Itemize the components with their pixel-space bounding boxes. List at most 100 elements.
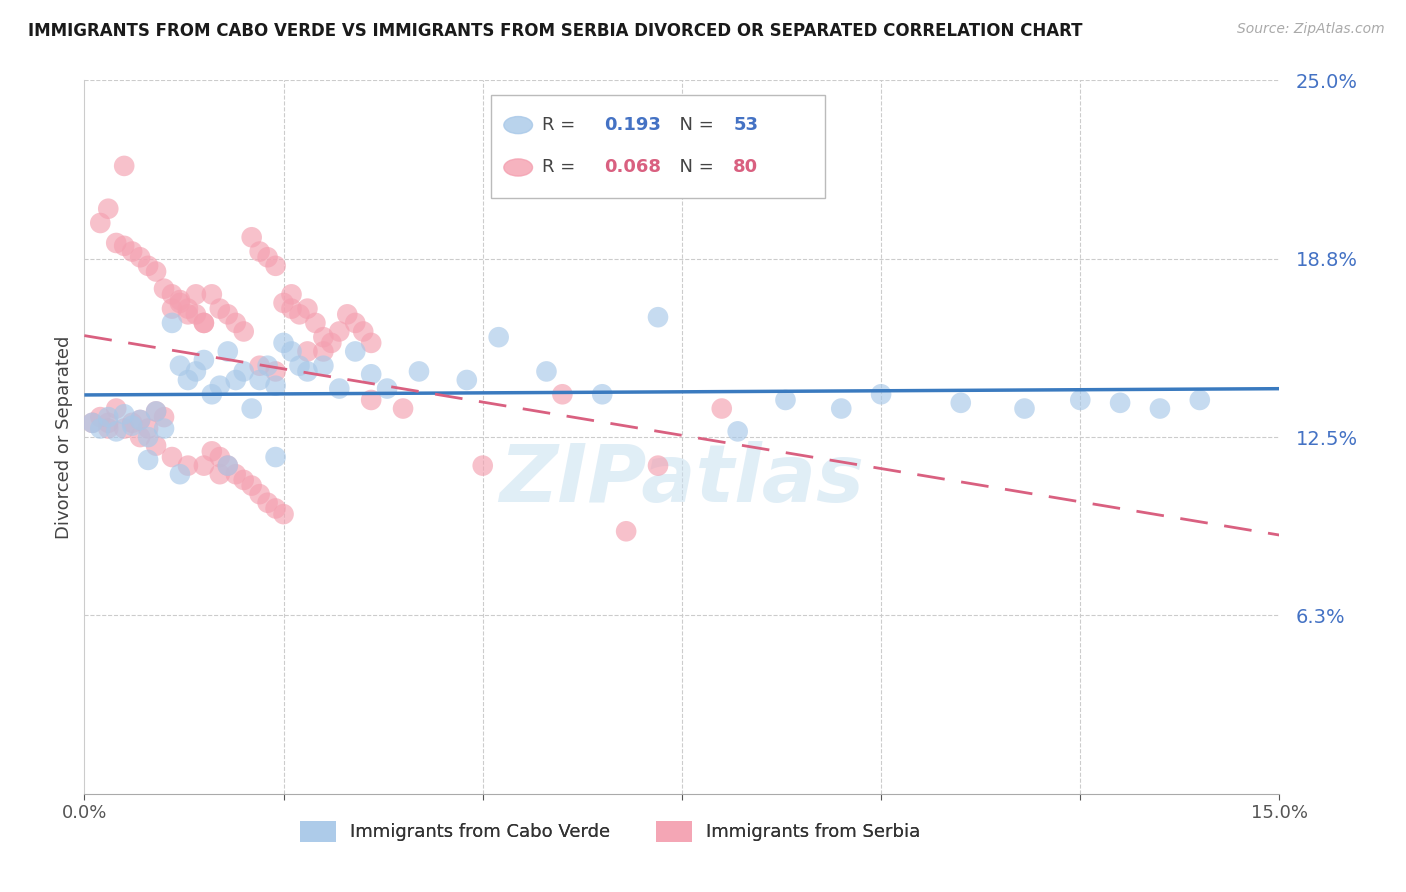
- Point: [201, 287, 224, 301]
- Point: [105, 235, 128, 250]
- Point: [89, 410, 111, 425]
- Point: [225, 373, 247, 387]
- Point: [280, 344, 302, 359]
- Point: [97, 202, 120, 216]
- Point: [249, 487, 271, 501]
- Point: [249, 244, 271, 259]
- Point: [97, 416, 120, 430]
- Point: [360, 335, 382, 350]
- Text: R =: R =: [543, 159, 581, 177]
- Point: [193, 353, 215, 368]
- Point: [471, 458, 494, 473]
- Point: [217, 458, 239, 473]
- Point: [169, 296, 191, 310]
- Point: [89, 216, 111, 230]
- Point: [551, 387, 574, 401]
- Point: [136, 259, 159, 273]
- Point: [328, 325, 350, 339]
- Point: [321, 335, 343, 350]
- Point: [273, 335, 295, 350]
- Point: [112, 159, 135, 173]
- Point: [112, 421, 135, 435]
- Point: [160, 450, 183, 464]
- Point: [177, 301, 200, 316]
- Point: [280, 287, 302, 301]
- Legend: Immigrants from Cabo Verde, Immigrants from Serbia: Immigrants from Cabo Verde, Immigrants f…: [292, 814, 928, 849]
- Point: [304, 316, 326, 330]
- Point: [136, 453, 159, 467]
- Text: N =: N =: [668, 159, 718, 177]
- Point: [225, 316, 247, 330]
- Point: [153, 282, 176, 296]
- Text: IMMIGRANTS FROM CABO VERDE VS IMMIGRANTS FROM SERBIA DIVORCED OR SEPARATED CORRE: IMMIGRANTS FROM CABO VERDE VS IMMIGRANTS…: [28, 22, 1083, 40]
- Point: [82, 416, 104, 430]
- Point: [217, 307, 239, 321]
- Point: [145, 439, 167, 453]
- Point: [89, 421, 111, 435]
- Point: [280, 301, 302, 316]
- Point: [145, 404, 167, 418]
- Point: [121, 244, 143, 259]
- Point: [201, 387, 224, 401]
- Point: [169, 359, 191, 373]
- Text: 0.193: 0.193: [605, 116, 661, 134]
- Point: [408, 364, 430, 378]
- Point: [160, 301, 183, 316]
- Point: [352, 325, 374, 339]
- Point: [870, 387, 893, 401]
- Point: [201, 444, 224, 458]
- Point: [1109, 396, 1132, 410]
- Point: [153, 421, 176, 435]
- Point: [145, 264, 167, 278]
- Point: [232, 473, 254, 487]
- Point: [536, 364, 558, 378]
- Point: [208, 450, 231, 464]
- Y-axis label: Divorced or Separated: Divorced or Separated: [55, 335, 73, 539]
- Point: [591, 387, 613, 401]
- Point: [112, 239, 135, 253]
- Point: [217, 458, 239, 473]
- Point: [193, 458, 215, 473]
- Point: [129, 430, 152, 444]
- Point: [193, 316, 215, 330]
- Point: [160, 316, 183, 330]
- Point: [177, 373, 200, 387]
- Point: [105, 425, 128, 439]
- Point: [169, 293, 191, 307]
- Point: [208, 301, 231, 316]
- Point: [456, 373, 478, 387]
- Text: 53: 53: [734, 116, 758, 134]
- Point: [97, 410, 120, 425]
- Point: [184, 287, 207, 301]
- Point: [240, 401, 263, 416]
- Point: [312, 330, 335, 344]
- Point: [312, 344, 335, 359]
- Point: [1069, 392, 1091, 407]
- Point: [1149, 401, 1171, 416]
- Point: [273, 507, 295, 521]
- Point: [160, 287, 183, 301]
- Point: [288, 307, 311, 321]
- Point: [312, 359, 335, 373]
- Point: [256, 359, 278, 373]
- Point: [360, 392, 382, 407]
- Text: R =: R =: [543, 116, 581, 134]
- Point: [82, 416, 104, 430]
- Text: 80: 80: [734, 159, 758, 177]
- Text: 0.068: 0.068: [605, 159, 661, 177]
- Point: [177, 458, 200, 473]
- Point: [1014, 401, 1036, 416]
- Point: [647, 310, 669, 325]
- Point: [273, 296, 295, 310]
- Point: [392, 401, 415, 416]
- Point: [232, 364, 254, 378]
- Point: [336, 307, 359, 321]
- Point: [121, 418, 143, 433]
- Point: [184, 364, 207, 378]
- Point: [193, 316, 215, 330]
- Point: [129, 413, 152, 427]
- FancyBboxPatch shape: [491, 95, 825, 198]
- Point: [264, 450, 287, 464]
- Point: [208, 467, 231, 482]
- Point: [145, 404, 167, 418]
